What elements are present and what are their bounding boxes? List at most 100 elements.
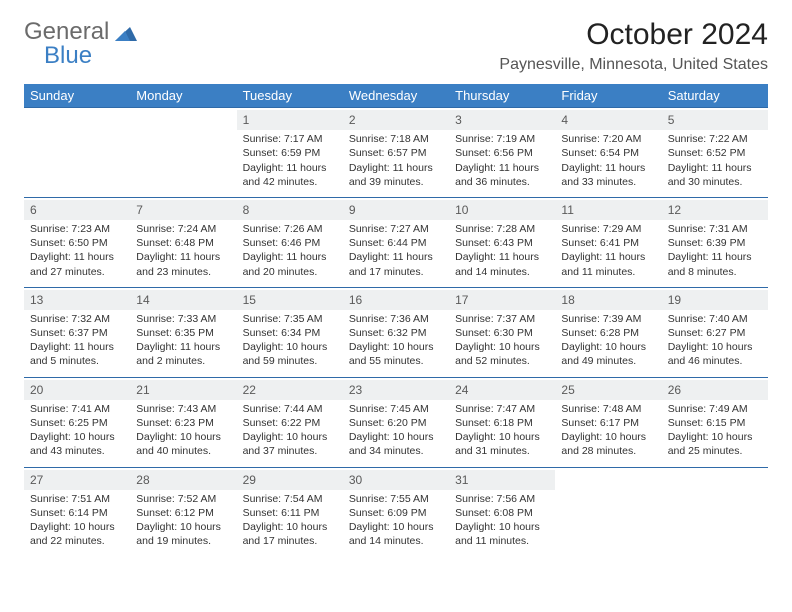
month-title: October 2024	[499, 18, 768, 52]
daylight-text: and 20 minutes.	[243, 265, 337, 279]
sunrise-text: Sunrise: 7:17 AM	[243, 132, 337, 146]
daylight-text: Daylight: 10 hours	[668, 340, 762, 354]
sunrise-text: Sunrise: 7:52 AM	[136, 492, 230, 506]
daylight-text: and 34 minutes.	[349, 444, 443, 458]
sunrise-text: Sunrise: 7:45 AM	[349, 402, 443, 416]
daylight-text: and 59 minutes.	[243, 354, 337, 368]
sunset-text: Sunset: 6:17 PM	[561, 416, 655, 430]
weekday-header: Saturday	[662, 84, 768, 108]
sunset-text: Sunset: 6:48 PM	[136, 236, 230, 250]
sunset-text: Sunset: 6:09 PM	[349, 506, 443, 520]
day-number: 16	[343, 290, 449, 310]
daylight-text: and 43 minutes.	[30, 444, 124, 458]
calendar-body: 1Sunrise: 7:17 AMSunset: 6:59 PMDaylight…	[24, 108, 768, 557]
daylight-text: Daylight: 10 hours	[455, 340, 549, 354]
sunset-text: Sunset: 6:54 PM	[561, 146, 655, 160]
daylight-text: and 30 minutes.	[668, 175, 762, 189]
calendar-week-row: 1Sunrise: 7:17 AMSunset: 6:59 PMDaylight…	[24, 108, 768, 198]
daylight-text: and 25 minutes.	[668, 444, 762, 458]
daylight-text: and 2 minutes.	[136, 354, 230, 368]
sunset-text: Sunset: 6:59 PM	[243, 146, 337, 160]
daylight-text: Daylight: 10 hours	[455, 430, 549, 444]
sunrise-text: Sunrise: 7:51 AM	[30, 492, 124, 506]
sunset-text: Sunset: 6:41 PM	[561, 236, 655, 250]
weekday-header: Sunday	[24, 84, 130, 108]
daylight-text: and 33 minutes.	[561, 175, 655, 189]
day-number: 13	[24, 290, 130, 310]
weekday-header: Thursday	[449, 84, 555, 108]
sunset-text: Sunset: 6:56 PM	[455, 146, 549, 160]
title-block: October 2024 Paynesville, Minnesota, Uni…	[499, 18, 768, 74]
daylight-text: and 28 minutes.	[561, 444, 655, 458]
day-number: 10	[449, 200, 555, 220]
weekday-header-row: SundayMondayTuesdayWednesdayThursdayFrid…	[24, 84, 768, 108]
sunrise-text: Sunrise: 7:32 AM	[30, 312, 124, 326]
daylight-text: Daylight: 10 hours	[243, 430, 337, 444]
sunset-text: Sunset: 6:14 PM	[30, 506, 124, 520]
daylight-text: Daylight: 10 hours	[30, 430, 124, 444]
sunrise-text: Sunrise: 7:27 AM	[349, 222, 443, 236]
daylight-text: Daylight: 11 hours	[561, 161, 655, 175]
day-number: 20	[24, 380, 130, 400]
daylight-text: Daylight: 11 hours	[243, 161, 337, 175]
day-number: 7	[130, 200, 236, 220]
calendar-week-row: 6Sunrise: 7:23 AMSunset: 6:50 PMDaylight…	[24, 197, 768, 287]
sunrise-text: Sunrise: 7:36 AM	[349, 312, 443, 326]
daylight-text: and 39 minutes.	[349, 175, 443, 189]
daylight-text: Daylight: 10 hours	[455, 520, 549, 534]
sunrise-text: Sunrise: 7:29 AM	[561, 222, 655, 236]
daylight-text: Daylight: 10 hours	[243, 340, 337, 354]
sunrise-text: Sunrise: 7:56 AM	[455, 492, 549, 506]
calendar-day-cell: 25Sunrise: 7:48 AMSunset: 6:17 PMDayligh…	[555, 377, 661, 467]
sunrise-text: Sunrise: 7:31 AM	[668, 222, 762, 236]
logo-triangle-icon	[115, 25, 137, 46]
weekday-header: Friday	[555, 84, 661, 108]
sunrise-text: Sunrise: 7:44 AM	[243, 402, 337, 416]
day-number: 28	[130, 470, 236, 490]
logo-text-blue: Blue	[44, 42, 92, 70]
daylight-text: Daylight: 11 hours	[455, 161, 549, 175]
calendar-empty-cell	[24, 108, 130, 198]
sunset-text: Sunset: 6:52 PM	[668, 146, 762, 160]
sunrise-text: Sunrise: 7:37 AM	[455, 312, 549, 326]
daylight-text: and 37 minutes.	[243, 444, 337, 458]
day-number: 2	[343, 110, 449, 130]
daylight-text: Daylight: 11 hours	[30, 250, 124, 264]
calendar-day-cell: 27Sunrise: 7:51 AMSunset: 6:14 PMDayligh…	[24, 467, 130, 556]
daylight-text: and 31 minutes.	[455, 444, 549, 458]
calendar-week-row: 20Sunrise: 7:41 AMSunset: 6:25 PMDayligh…	[24, 377, 768, 467]
calendar-week-row: 27Sunrise: 7:51 AMSunset: 6:14 PMDayligh…	[24, 467, 768, 556]
daylight-text: Daylight: 11 hours	[349, 250, 443, 264]
calendar-day-cell: 13Sunrise: 7:32 AMSunset: 6:37 PMDayligh…	[24, 287, 130, 377]
day-number: 14	[130, 290, 236, 310]
sunrise-text: Sunrise: 7:20 AM	[561, 132, 655, 146]
sunrise-text: Sunrise: 7:22 AM	[668, 132, 762, 146]
calendar-day-cell: 28Sunrise: 7:52 AMSunset: 6:12 PMDayligh…	[130, 467, 236, 556]
sunset-text: Sunset: 6:32 PM	[349, 326, 443, 340]
calendar-empty-cell	[555, 467, 661, 556]
sunrise-text: Sunrise: 7:54 AM	[243, 492, 337, 506]
calendar-week-row: 13Sunrise: 7:32 AMSunset: 6:37 PMDayligh…	[24, 287, 768, 377]
sunrise-text: Sunrise: 7:19 AM	[455, 132, 549, 146]
daylight-text: and 11 minutes.	[455, 534, 549, 548]
calendar-day-cell: 4Sunrise: 7:20 AMSunset: 6:54 PMDaylight…	[555, 108, 661, 198]
sunrise-text: Sunrise: 7:35 AM	[243, 312, 337, 326]
sunset-text: Sunset: 6:08 PM	[455, 506, 549, 520]
sunset-text: Sunset: 6:35 PM	[136, 326, 230, 340]
sunset-text: Sunset: 6:25 PM	[30, 416, 124, 430]
daylight-text: Daylight: 10 hours	[30, 520, 124, 534]
calendar-day-cell: 18Sunrise: 7:39 AMSunset: 6:28 PMDayligh…	[555, 287, 661, 377]
header: General Blue October 2024 Paynesville, M…	[24, 18, 768, 74]
day-number: 12	[662, 200, 768, 220]
calendar-day-cell: 21Sunrise: 7:43 AMSunset: 6:23 PMDayligh…	[130, 377, 236, 467]
day-number: 24	[449, 380, 555, 400]
day-number: 19	[662, 290, 768, 310]
sunrise-text: Sunrise: 7:47 AM	[455, 402, 549, 416]
daylight-text: and 42 minutes.	[243, 175, 337, 189]
sunset-text: Sunset: 6:46 PM	[243, 236, 337, 250]
sunset-text: Sunset: 6:23 PM	[136, 416, 230, 430]
sunrise-text: Sunrise: 7:48 AM	[561, 402, 655, 416]
daylight-text: Daylight: 11 hours	[561, 250, 655, 264]
calendar-empty-cell	[130, 108, 236, 198]
day-number: 30	[343, 470, 449, 490]
